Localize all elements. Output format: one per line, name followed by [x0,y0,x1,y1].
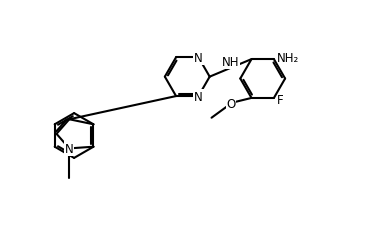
Text: N: N [65,142,74,155]
Text: N: N [194,52,203,65]
Text: NH: NH [222,56,239,69]
Text: O: O [226,98,236,111]
Text: NH₂: NH₂ [277,52,300,65]
Text: N: N [194,90,203,103]
Text: F: F [277,93,284,106]
